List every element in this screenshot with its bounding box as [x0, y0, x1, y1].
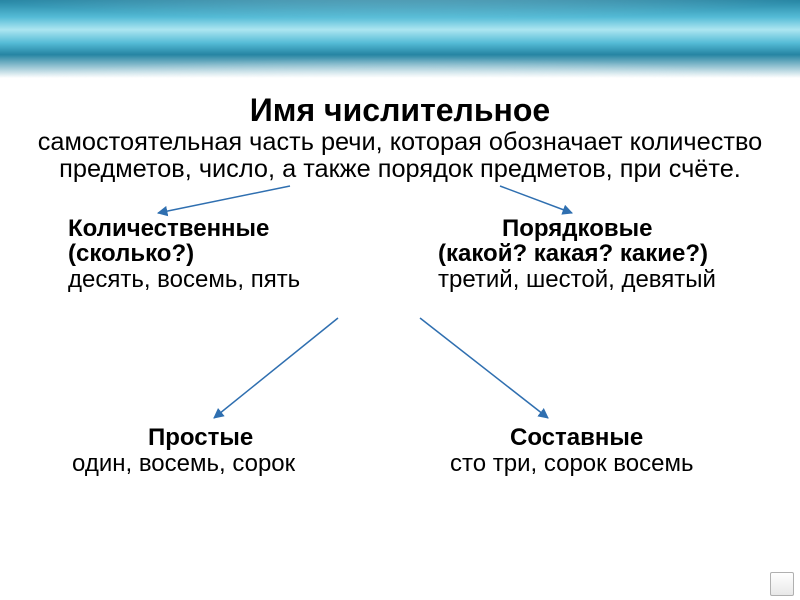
l1-left-heading2: (сколько?) — [68, 240, 194, 268]
definition-line-1: самостоятельная часть речи, которая обоз… — [0, 128, 800, 157]
arrow-l1-left-icon — [158, 186, 290, 213]
slide-root: Имя числительное самостоятельная часть р… — [0, 0, 800, 600]
l1-left-heading1: Количественные — [68, 215, 269, 243]
l1-right-examples: третий, шестой, девятый — [438, 266, 716, 294]
definition-line-2: предметов, число, а также порядок предме… — [0, 155, 800, 184]
slide-title: Имя числительное — [0, 92, 800, 129]
l2-right-heading: Составные — [510, 424, 643, 452]
l2-right-examples: сто три, сорок восемь — [450, 450, 693, 478]
l2-left-heading: Простые — [148, 424, 253, 452]
l2-left-examples: один, восемь, сорок — [72, 450, 295, 478]
arrow-l2-left-icon — [214, 318, 338, 418]
l1-right-heading2: (какой? какая? какие?) — [438, 240, 708, 268]
l1-right-heading1: Порядковые — [502, 215, 652, 243]
arrow-l1-right-icon — [500, 186, 572, 213]
corner-legend-icon — [770, 572, 794, 596]
arrow-l2-right-icon — [420, 318, 548, 418]
ribbon-highlight — [0, 0, 800, 78]
arrows-layer — [0, 0, 800, 600]
l1-left-examples: десять, восемь, пять — [68, 266, 300, 294]
